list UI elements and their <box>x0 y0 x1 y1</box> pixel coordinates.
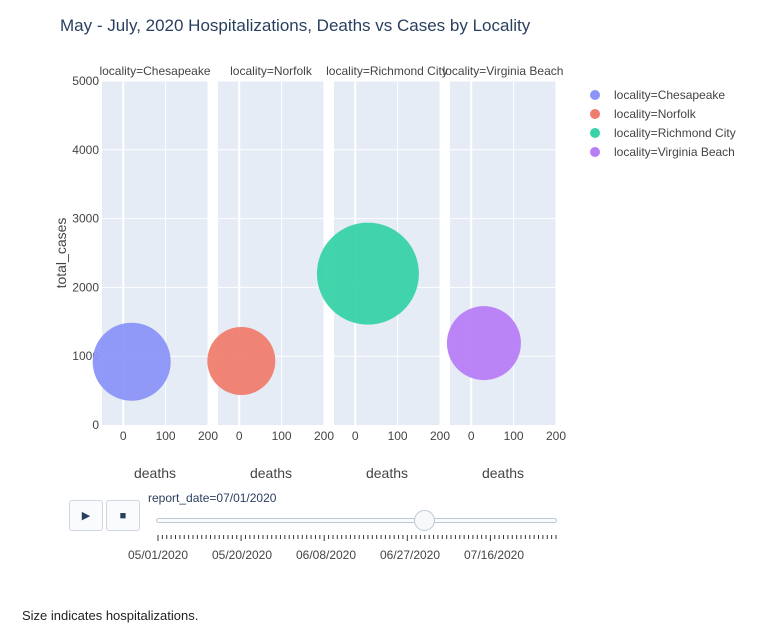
legend-marker <box>590 147 600 157</box>
bubble-marker <box>92 322 171 401</box>
legend-label: locality=Chesapeake <box>614 88 725 102</box>
x-tick-label: 100 <box>388 429 408 443</box>
y-tick-label: 2000 <box>72 280 99 294</box>
x-axis-title: deaths <box>134 465 176 481</box>
slider-tick-label: 06/27/2020 <box>380 548 440 562</box>
x-tick-label: 100 <box>272 429 292 443</box>
legend-marker <box>590 90 600 100</box>
x-axis-title: deaths <box>250 465 292 481</box>
play-button[interactable]: ▶ <box>69 500 103 531</box>
x-axis-title: deaths <box>482 465 524 481</box>
x-tick-label: 200 <box>430 429 450 443</box>
facet-label: locality=Norfolk <box>230 64 313 78</box>
y-tick-label: 3000 <box>72 212 99 226</box>
legend-label: locality=Norfolk <box>614 107 697 121</box>
legend-label: locality=Virginia Beach <box>614 145 735 159</box>
x-tick-label: 0 <box>236 429 243 443</box>
bubble-marker <box>446 306 521 381</box>
slider-tick-label: 07/16/2020 <box>464 548 524 562</box>
x-tick-label: 100 <box>504 429 524 443</box>
x-tick-label: 200 <box>546 429 566 443</box>
x-tick-label: 0 <box>120 429 127 443</box>
date-slider-handle[interactable] <box>414 510 436 531</box>
y-tick-label: 0 <box>92 418 99 432</box>
x-tick-label: 0 <box>468 429 475 443</box>
y-axis-title: total_cases <box>53 218 69 289</box>
legend-marker <box>590 128 600 138</box>
stop-icon: ■ <box>119 509 127 522</box>
stop-button[interactable]: ■ <box>106 500 140 531</box>
facet-label: locality=Richmond City <box>326 64 448 78</box>
x-tick-label: 0 <box>352 429 359 443</box>
legend-label: locality=Richmond City <box>614 126 736 140</box>
slider-tick-label: 05/20/2020 <box>212 548 272 562</box>
play-icon: ▶ <box>81 510 91 522</box>
x-tick-label: 200 <box>314 429 334 443</box>
date-slider-track[interactable] <box>156 518 557 523</box>
slider-tick-label: 06/08/2020 <box>296 548 356 562</box>
chart-title: May - July, 2020 Hospitalizations, Death… <box>60 16 531 35</box>
y-tick-label: 1000 <box>72 349 99 363</box>
x-tick-label: 200 <box>198 429 218 443</box>
facet-label: locality=Chesapeake <box>99 64 210 78</box>
bubble-marker <box>207 327 276 396</box>
facet-label: locality=Virginia Beach <box>443 64 564 78</box>
size-footnote: Size indicates hospitalizations. <box>22 608 199 623</box>
legend-marker <box>590 109 600 119</box>
x-axis-title: deaths <box>366 465 408 481</box>
bubble-marker <box>316 222 419 325</box>
x-tick-label: 100 <box>156 429 176 443</box>
y-tick-label: 4000 <box>72 143 99 157</box>
slider-current-label: report_date=07/01/2020 <box>148 491 277 505</box>
y-tick-label: 5000 <box>72 74 99 88</box>
slider-tick-label: 05/01/2020 <box>128 548 188 562</box>
